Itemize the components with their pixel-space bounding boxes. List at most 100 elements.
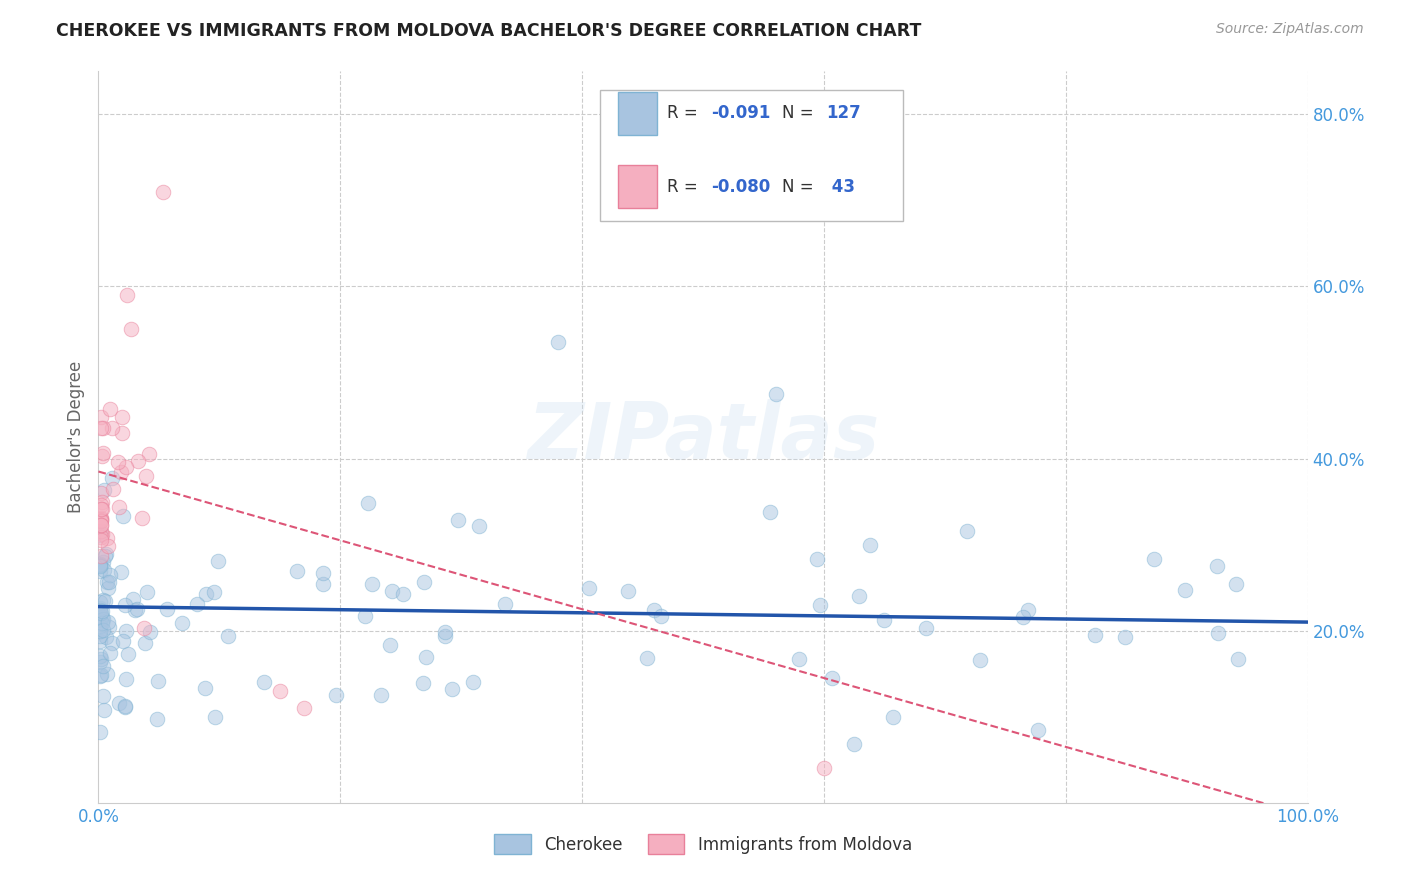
Text: -0.091: -0.091	[711, 104, 770, 122]
Point	[370, 688, 392, 702]
Point	[461, 675, 484, 690]
Point	[117, 647, 139, 661]
Point	[110, 565, 132, 579]
Point	[813, 761, 835, 775]
Point	[494, 597, 516, 611]
Point	[89, 528, 111, 542]
Point	[447, 513, 470, 527]
Point	[412, 574, 434, 589]
Point	[90, 549, 112, 564]
Point	[380, 583, 402, 598]
Point	[433, 625, 456, 640]
Point	[138, 447, 160, 461]
Point	[195, 587, 218, 601]
FancyBboxPatch shape	[600, 89, 903, 221]
Point	[115, 288, 138, 302]
FancyBboxPatch shape	[619, 92, 657, 135]
Point	[94, 593, 117, 607]
Point	[93, 702, 115, 716]
Point	[312, 566, 335, 581]
Point	[412, 675, 434, 690]
Point	[98, 568, 121, 582]
Point	[148, 673, 170, 688]
Point	[217, 629, 239, 643]
Point	[269, 684, 291, 698]
Point	[89, 606, 111, 620]
Point	[956, 524, 979, 538]
Point	[787, 652, 810, 666]
Point	[89, 595, 111, 609]
Point	[90, 450, 112, 464]
Point	[93, 483, 115, 497]
Point	[915, 621, 938, 635]
Point	[89, 558, 111, 572]
Point	[135, 469, 157, 483]
Point	[90, 512, 112, 526]
Point	[89, 613, 111, 627]
Text: 43: 43	[827, 178, 855, 195]
Point	[91, 593, 114, 607]
Point	[292, 701, 315, 715]
Point	[134, 636, 156, 650]
Point	[89, 649, 111, 664]
Point	[440, 681, 463, 696]
Text: ZIPatlas: ZIPatlas	[527, 399, 879, 475]
Text: CHEROKEE VS IMMIGRANTS FROM MOLDOVA BACHELOR'S DEGREE CORRELATION CHART: CHEROKEE VS IMMIGRANTS FROM MOLDOVA BACH…	[56, 22, 921, 40]
Point	[127, 454, 149, 468]
Point	[114, 698, 136, 713]
Point	[90, 495, 112, 509]
Point	[90, 513, 112, 527]
Point	[1226, 652, 1249, 666]
Point	[89, 603, 111, 617]
Point	[90, 533, 112, 547]
Point	[96, 574, 118, 589]
Point	[96, 531, 118, 545]
Point	[969, 653, 991, 667]
Point	[1143, 552, 1166, 566]
Point	[1114, 630, 1136, 644]
Point	[765, 387, 787, 401]
Point	[93, 549, 115, 563]
Point	[91, 689, 114, 703]
Point	[111, 425, 134, 440]
Point	[91, 446, 114, 460]
Point	[821, 672, 844, 686]
Point	[354, 608, 377, 623]
Point	[152, 185, 174, 199]
Point	[170, 615, 193, 630]
Point	[1174, 582, 1197, 597]
Point	[204, 584, 226, 599]
Point	[156, 602, 179, 616]
Point	[90, 511, 112, 525]
Point	[107, 500, 129, 515]
Point	[90, 518, 112, 533]
Point	[91, 609, 114, 624]
Point	[120, 321, 142, 335]
Point	[90, 502, 112, 516]
Point	[138, 625, 160, 640]
Point	[90, 668, 112, 682]
Point	[873, 613, 896, 627]
Point	[98, 401, 121, 416]
Point	[90, 498, 112, 512]
Point	[112, 634, 135, 648]
Point	[1026, 723, 1049, 737]
Point	[859, 538, 882, 552]
Point	[90, 530, 112, 544]
Point	[101, 636, 124, 650]
Point	[91, 611, 114, 625]
Point	[91, 658, 114, 673]
Point	[89, 564, 111, 578]
Y-axis label: Bachelor's Degree: Bachelor's Degree	[66, 361, 84, 513]
Point	[97, 539, 120, 553]
Point	[287, 565, 309, 579]
Point	[89, 655, 111, 669]
Point	[89, 633, 111, 648]
Point	[650, 608, 672, 623]
Text: -0.080: -0.080	[711, 178, 770, 195]
Point	[90, 524, 112, 538]
Point	[207, 554, 229, 568]
Point	[415, 649, 437, 664]
Point	[91, 502, 114, 516]
Point	[90, 421, 112, 435]
